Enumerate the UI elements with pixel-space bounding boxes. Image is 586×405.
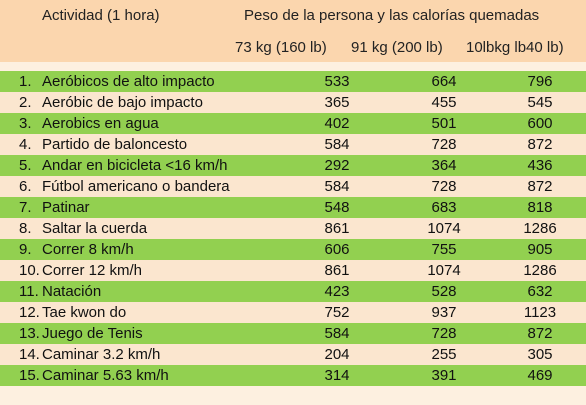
activity-name: Correr 12 km/h bbox=[42, 262, 143, 279]
table-row: 8. Saltar la cuerda 861 1074 1286 bbox=[0, 218, 586, 239]
calories-73kg: 292 bbox=[324, 157, 350, 174]
calories-91kg: 501 bbox=[431, 115, 457, 132]
table-row: 10. Correr 12 km/h 861 1074 1286 bbox=[0, 260, 586, 281]
table-row: 4. Partido de baloncesto 584 728 872 bbox=[0, 134, 586, 155]
calories-91kg: 728 bbox=[431, 136, 457, 153]
calories-91kg: 728 bbox=[431, 178, 457, 195]
activity-column-header: Actividad (1 hora) bbox=[42, 7, 160, 24]
calories-109kg: 872 bbox=[527, 136, 553, 153]
table-row: 11. Natación 423 528 632 bbox=[0, 281, 586, 302]
row-number: 7. bbox=[19, 199, 32, 216]
table-row: 15. Caminar 5.63 km/h 314 391 469 bbox=[0, 365, 586, 386]
calories-73kg: 314 bbox=[324, 367, 350, 384]
table-row: 1. Aeróbicos de alto impacto 533 664 796 bbox=[0, 71, 586, 92]
calories-73kg: 861 bbox=[324, 220, 350, 237]
calories-91kg: 937 bbox=[431, 304, 457, 321]
calories-109kg: 905 bbox=[527, 241, 553, 258]
row-number: 12. bbox=[19, 304, 40, 321]
activity-name: Partido de baloncesto bbox=[42, 136, 188, 153]
row-number: 8. bbox=[19, 220, 32, 237]
calories-91kg: 1074 bbox=[427, 262, 461, 279]
calories-109kg: 1286 bbox=[523, 220, 557, 237]
calories-109kg: 872 bbox=[527, 325, 553, 342]
activity-name: Caminar 5.63 km/h bbox=[42, 367, 169, 384]
table-row: 5. Andar en bicicleta <16 km/h 292 364 436 bbox=[0, 155, 586, 176]
table-row: 3. Aerobics en agua 402 501 600 bbox=[0, 113, 586, 134]
table-row: 7. Patinar 548 683 818 bbox=[0, 197, 586, 218]
activity-name: Caminar 3.2 km/h bbox=[42, 346, 161, 363]
table-row: 14. Caminar 3.2 km/h 204 255 305 bbox=[0, 344, 586, 365]
calories-91kg: 1074 bbox=[427, 220, 461, 237]
calories-73kg: 204 bbox=[324, 346, 350, 363]
row-number: 2. bbox=[19, 94, 32, 111]
calories-109kg: 632 bbox=[527, 283, 553, 300]
calories-109kg: 545 bbox=[527, 94, 553, 111]
row-number: 6. bbox=[19, 178, 32, 195]
activity-name: Andar en bicicleta <16 km/h bbox=[42, 157, 228, 174]
calories-91kg: 528 bbox=[431, 283, 457, 300]
calories-91kg: 683 bbox=[431, 199, 457, 216]
row-number: 1. bbox=[19, 73, 32, 90]
row-number: 4. bbox=[19, 136, 32, 153]
activity-name: Aeróbicos de alto impacto bbox=[42, 73, 215, 90]
table-header: Actividad (1 hora) Peso de la persona y … bbox=[0, 0, 586, 62]
calories-91kg: 364 bbox=[431, 157, 457, 174]
weight-calories-header: Peso de la persona y las calorías quemad… bbox=[244, 7, 540, 24]
calories-73kg: 861 bbox=[324, 262, 350, 279]
table-row: 13. Juego de Tenis 584 728 872 bbox=[0, 323, 586, 344]
row-number: 13. bbox=[19, 325, 40, 342]
activity-name: Aerobics en agua bbox=[42, 115, 159, 132]
calories-91kg: 728 bbox=[431, 325, 457, 342]
calories-109kg: 872 bbox=[527, 178, 553, 195]
calories-109kg: 796 bbox=[527, 73, 553, 90]
activity-name: Natación bbox=[42, 283, 102, 300]
calories-109kg: 600 bbox=[527, 115, 553, 132]
calories-73kg: 584 bbox=[324, 325, 350, 342]
row-number: 5. bbox=[19, 157, 32, 174]
activity-name: Patinar bbox=[42, 199, 90, 216]
calories-109kg: 305 bbox=[527, 346, 553, 363]
calories-91kg: 455 bbox=[431, 94, 457, 111]
table-row: 2. Aeróbic de bajo impacto 365 455 545 bbox=[0, 92, 586, 113]
calories-73kg: 365 bbox=[324, 94, 350, 111]
calories-table-body: 1. Aeróbicos de alto impacto 533 664 796 2. Ae… bbox=[0, 71, 586, 386]
calories-109kg: 818 bbox=[527, 199, 553, 216]
calories-73kg: 533 bbox=[324, 73, 350, 90]
row-number: 15. bbox=[19, 367, 40, 384]
weight-109kg-header: 10lbkg lb40 lb) bbox=[466, 39, 564, 56]
calories-109kg: 436 bbox=[527, 157, 553, 174]
weight-91kg-header: 91 kg (200 lb) bbox=[351, 39, 443, 56]
row-number: 9. bbox=[19, 241, 32, 258]
activity-name: Fútbol americano o bandera bbox=[42, 178, 230, 195]
activity-name: Juego de Tenis bbox=[42, 325, 143, 342]
calories-73kg: 584 bbox=[324, 136, 350, 153]
calories-73kg: 584 bbox=[324, 178, 350, 195]
calories-91kg: 755 bbox=[431, 241, 457, 258]
calories-73kg: 548 bbox=[324, 199, 350, 216]
weight-73kg-header: 73 kg (160 lb) bbox=[235, 39, 327, 56]
calories-73kg: 752 bbox=[324, 304, 350, 321]
calories-109kg: 1123 bbox=[523, 304, 557, 321]
calories-73kg: 423 bbox=[324, 283, 350, 300]
calories-91kg: 664 bbox=[431, 73, 457, 90]
table-row: 9. Correr 8 km/h 606 755 905 bbox=[0, 239, 586, 260]
activity-name: Tae kwon do bbox=[42, 304, 127, 321]
table-row: 12. Tae kwon do 752 937 1123 bbox=[0, 302, 586, 323]
calories-109kg: 469 bbox=[527, 367, 553, 384]
calories-91kg: 255 bbox=[431, 346, 457, 363]
activity-name: Correr 8 km/h bbox=[42, 241, 134, 258]
calories-91kg: 391 bbox=[431, 367, 457, 384]
activity-name: Saltar la cuerda bbox=[42, 220, 148, 237]
row-number: 10. bbox=[19, 262, 40, 279]
activity-name: Aeróbic de bajo impacto bbox=[42, 94, 203, 111]
table-row: 6. Fútbol americano o bandera 584 728 872 bbox=[0, 176, 586, 197]
row-number: 3. bbox=[19, 115, 32, 132]
row-number: 14. bbox=[19, 346, 40, 363]
calories-73kg: 402 bbox=[324, 115, 350, 132]
calories-109kg: 1286 bbox=[523, 262, 557, 279]
row-number: 11. bbox=[19, 283, 39, 300]
calories-73kg: 606 bbox=[324, 241, 350, 258]
